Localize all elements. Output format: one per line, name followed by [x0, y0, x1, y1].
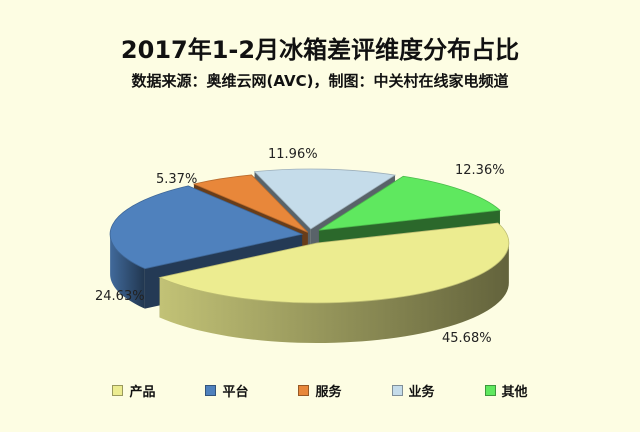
pie-slice-业务	[253, 168, 397, 230]
legend-label: 其他	[501, 385, 528, 400]
pie-slice-服务	[192, 174, 309, 233]
legend-swatch	[484, 385, 496, 396]
pie-slice-产品	[158, 222, 510, 304]
legend-label: 服务	[315, 385, 342, 400]
data-label-平台: 24.63%	[95, 289, 145, 304]
legend-swatch	[112, 385, 124, 396]
data-label-业务: 11.96%	[268, 147, 318, 162]
legend-swatch	[391, 385, 403, 396]
legend-item-产品: 产品	[112, 381, 155, 400]
pie-slice-tops	[109, 168, 510, 304]
data-label-服务: 5.37%	[156, 172, 197, 187]
data-label-产品: 45.68%	[442, 331, 492, 346]
legend-label: 业务	[408, 385, 435, 400]
pie-slice-平台	[109, 185, 304, 270]
legend-item-其他: 其他	[484, 381, 528, 400]
legend-label: 产品	[129, 385, 156, 400]
pie-slice-其他	[318, 175, 501, 231]
pie-slice-side	[159, 242, 509, 344]
chart-title: 2017年1-2月冰箱差评维度分布占比	[120, 36, 520, 64]
chart-legend: 产品 平台 服务 业务 其他	[0, 381, 640, 400]
legend-item-服务: 服务	[298, 381, 342, 400]
legend-swatch	[298, 385, 310, 396]
legend-label: 平台	[222, 385, 249, 400]
legend-item-业务: 业务	[391, 381, 435, 400]
legend-swatch	[205, 385, 217, 396]
chart-subtitle: 数据来源：奥维云网(AVC)，制图：中关村在线家电频道	[131, 72, 509, 90]
data-label-其他: 12.36%	[455, 163, 505, 178]
pie-data-labels: 45.68% 24.63% 5.37% 11.96% 12.36%	[95, 147, 505, 346]
legend-item-平台: 平台	[205, 381, 248, 400]
